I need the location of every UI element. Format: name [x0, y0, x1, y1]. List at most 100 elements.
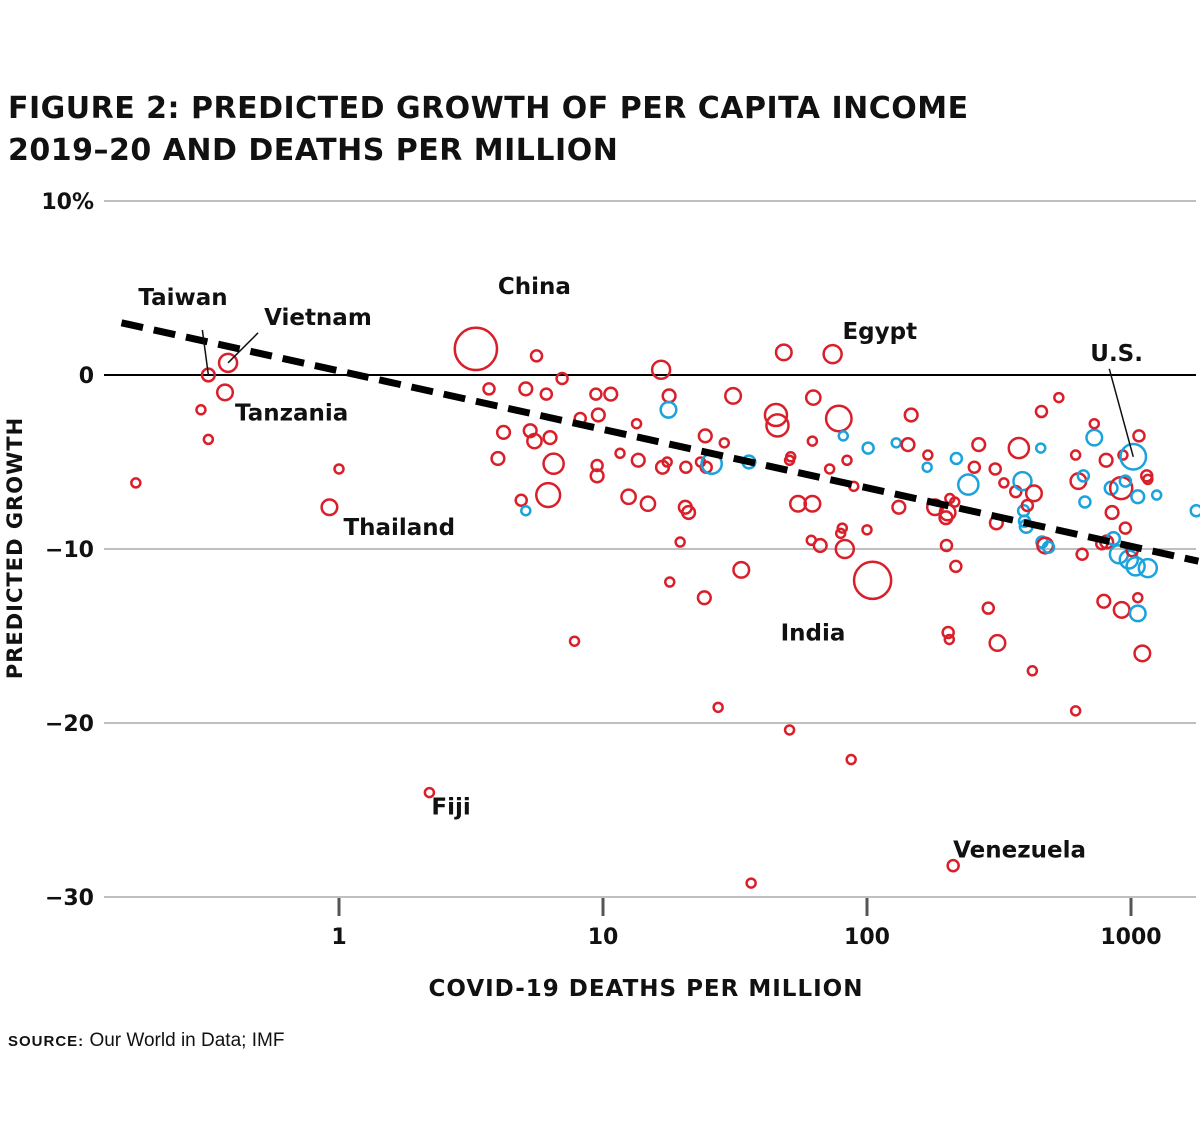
data-point	[1125, 556, 1146, 577]
x-tick-label: 100	[844, 925, 890, 950]
data-point	[949, 451, 964, 466]
data-point	[490, 450, 506, 467]
data-point	[836, 522, 849, 534]
trend-line	[120, 319, 1200, 565]
annotation-label: Venezuela	[953, 838, 1086, 864]
source-note: SOURCE: Our World in Data; IMF	[8, 1030, 284, 1052]
data-point	[679, 460, 693, 474]
data-point	[620, 488, 637, 506]
x-tick-label: 10	[588, 925, 619, 950]
annotation-label: Taiwan	[138, 285, 227, 311]
y-axis-title: PREDICTED GROWTH	[3, 417, 27, 679]
data-point	[664, 576, 676, 588]
annotation-label: Vietnam	[264, 305, 372, 331]
data-point	[890, 437, 902, 449]
data-point	[217, 352, 239, 374]
data-point	[614, 447, 626, 460]
data-point	[1053, 391, 1065, 404]
data-point	[745, 877, 757, 889]
data-point	[1108, 475, 1134, 501]
data-point	[661, 388, 677, 404]
x-axis: 1 10 100 1000	[331, 898, 1162, 950]
data-point	[946, 858, 960, 873]
data-point	[1096, 593, 1112, 609]
data-point	[788, 494, 808, 513]
annotation-label: Tanzania	[235, 400, 348, 426]
data-point	[783, 724, 796, 736]
data-point	[1118, 521, 1133, 535]
data-point	[202, 433, 215, 446]
annotation-leader	[1108, 368, 1134, 457]
data-point	[590, 407, 606, 423]
data-point	[1137, 557, 1159, 579]
data-point	[1078, 495, 1092, 509]
data-point	[1150, 489, 1163, 501]
data-point	[200, 367, 216, 383]
data-point	[1119, 442, 1148, 471]
data-point	[680, 504, 697, 521]
data-point	[650, 359, 672, 381]
data-point	[639, 495, 657, 513]
chart-title-line-2: 2019–20 AND DEATHS PER MILLION	[8, 133, 619, 168]
data-point	[495, 424, 512, 441]
data-point	[423, 786, 436, 799]
data-point	[971, 436, 987, 453]
data-point	[922, 449, 934, 461]
data-point	[539, 387, 554, 401]
data-point	[453, 326, 499, 372]
data-point	[568, 635, 581, 647]
data-point	[941, 625, 955, 640]
data-point	[939, 538, 954, 553]
data-point	[823, 463, 836, 475]
data-point	[718, 437, 731, 449]
data-point	[712, 701, 724, 714]
data-point	[1024, 484, 1044, 503]
annotation-label: India	[781, 620, 846, 646]
data-point	[837, 430, 850, 442]
data-point	[1112, 600, 1131, 619]
annotation-leader	[227, 332, 259, 364]
data-point	[949, 496, 961, 508]
data-point	[659, 400, 678, 419]
data-point	[900, 436, 916, 453]
data-point	[603, 386, 619, 402]
data-point	[822, 343, 843, 365]
data-point	[542, 452, 565, 476]
data-point	[589, 468, 605, 484]
trend-line-dashed	[120, 319, 1200, 565]
data-point	[784, 451, 797, 463]
data-point	[130, 477, 142, 489]
data-point	[320, 498, 339, 517]
data-point	[957, 473, 980, 496]
data-point	[981, 601, 996, 615]
data-point	[1007, 436, 1031, 460]
data-point	[590, 458, 604, 473]
data-point	[852, 560, 893, 601]
data-point	[630, 452, 646, 468]
data-point	[520, 504, 532, 517]
data-point	[1041, 540, 1056, 555]
data-point	[195, 404, 207, 416]
data-point	[903, 407, 919, 423]
data-point	[845, 753, 857, 766]
data-point	[834, 538, 856, 560]
data-point	[804, 389, 822, 406]
annotation-label: U.S.	[1090, 341, 1143, 367]
data-point	[765, 413, 790, 438]
data-point	[891, 499, 907, 515]
y-tick-labels: 10% 0 −10 −20 −30	[41, 190, 94, 911]
data-point	[803, 494, 822, 513]
x-tick-label: 1000	[1100, 925, 1161, 950]
data-point	[841, 454, 853, 467]
data-point	[1132, 429, 1146, 443]
data-point	[861, 441, 875, 455]
annotation-leader	[201, 329, 210, 376]
data-point	[1128, 604, 1147, 623]
data-point	[482, 382, 496, 396]
data-point	[697, 428, 713, 444]
data-point	[1104, 504, 1120, 521]
x-axis-title: COVID-19 DEATHS PER MILLION	[429, 976, 864, 1002]
data-point	[674, 536, 686, 548]
data-point	[1130, 489, 1146, 505]
data-point	[696, 590, 712, 606]
